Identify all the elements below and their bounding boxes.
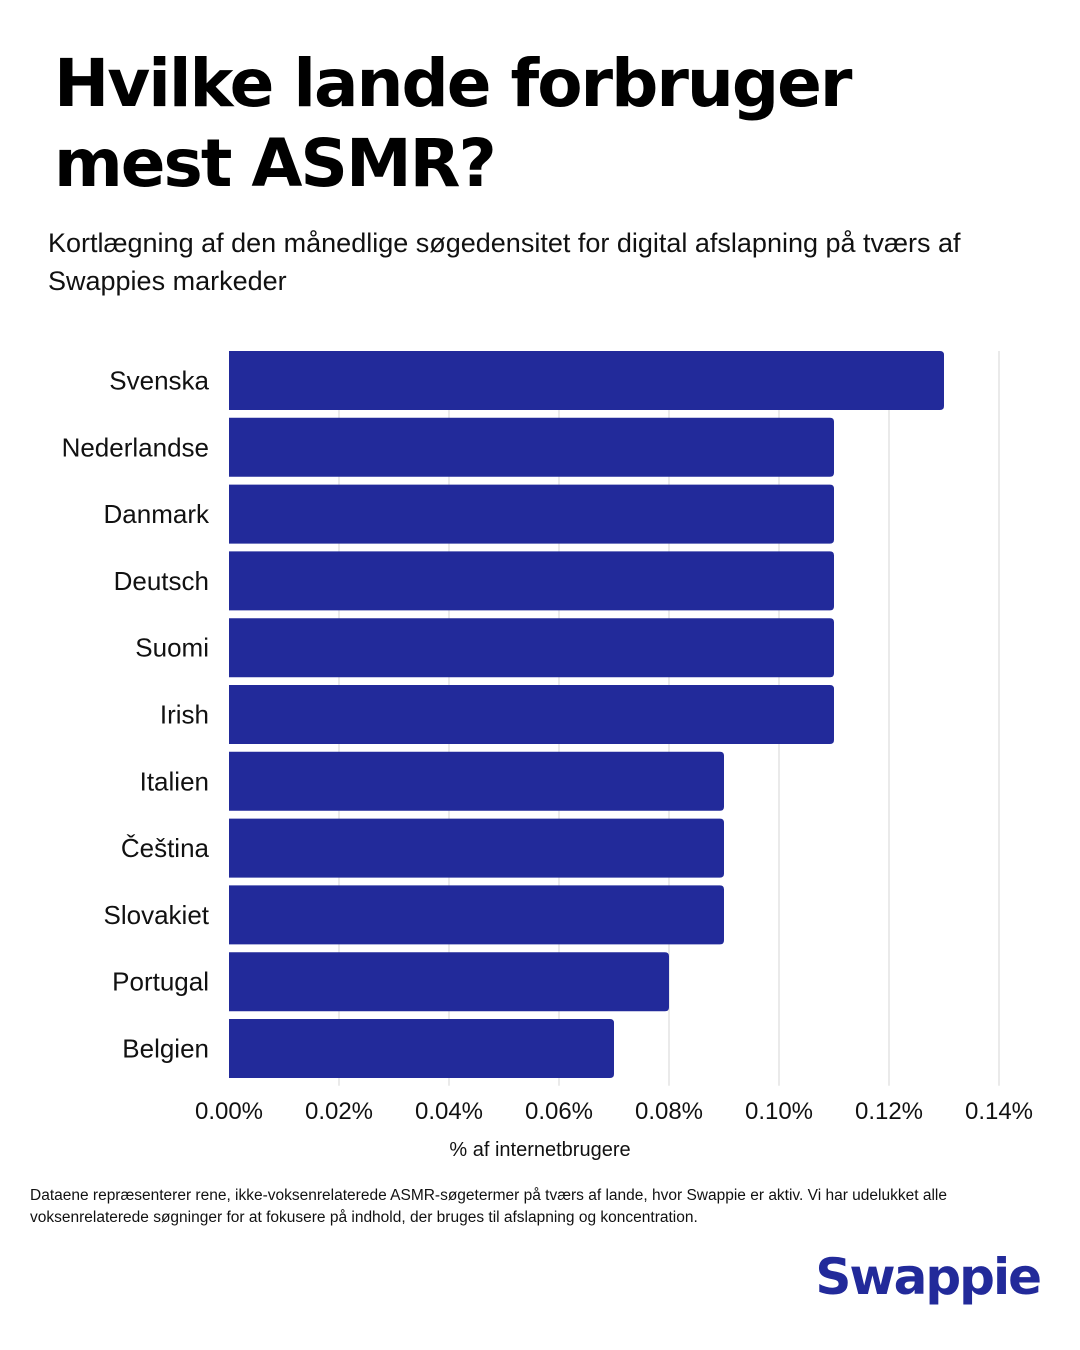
swappie-logo: Swappie (815, 1248, 1042, 1306)
x-tick-labels: 0.00% 0.02% 0.04% 0.06% 0.08% 0.10% 0.12% 0.14% (195, 1098, 1033, 1125)
bar (229, 751, 724, 811)
x-tick-label: 0.06% (525, 1098, 593, 1125)
category-label: Danmark (104, 499, 210, 529)
bar (229, 618, 834, 678)
category-label: Italien (140, 766, 209, 796)
chart-title: Hvilke lande forbruger mest ASMR? (54, 45, 852, 202)
bar (229, 685, 834, 744)
x-axis-title: % af internetbrugere (449, 1139, 630, 1161)
category-label: Belgien (122, 1034, 209, 1064)
x-tick-label: 0.00% (195, 1098, 263, 1125)
category-labels: Svenska Nederlandse Danmark Deutsch Suomi Iri… (62, 366, 210, 1064)
bar (229, 484, 834, 544)
bar (229, 351, 944, 410)
bar (229, 1019, 614, 1078)
category-label: Nederlandse (62, 432, 209, 462)
x-tick-label: 0.10% (745, 1098, 813, 1125)
category-label: Slovakiet (104, 900, 210, 930)
bar (229, 885, 724, 945)
footnote: Dataene repræsenterer rene, ikke-voksenr… (30, 1187, 947, 1226)
bars (229, 351, 944, 1078)
x-tick-label: 0.08% (635, 1098, 703, 1125)
category-label: Irish (160, 700, 209, 730)
x-tick-label: 0.02% (305, 1098, 373, 1125)
x-tick-label: 0.14% (965, 1098, 1033, 1125)
bar (229, 417, 834, 477)
chart-subtitle: Kortlægning af den månedlige søgedensite… (48, 228, 961, 296)
bar (229, 818, 724, 878)
category-label: Deutsch (114, 566, 209, 596)
x-tick-label: 0.12% (855, 1098, 923, 1125)
category-label: Suomi (135, 633, 209, 663)
category-label: Portugal (112, 967, 209, 997)
category-label: Čeština (121, 833, 210, 863)
bar-chart: Svenska Nederlandse Danmark Deutsch Suomi Iri… (62, 351, 1033, 1161)
bar (229, 551, 834, 611)
x-tick-label: 0.04% (415, 1098, 483, 1125)
category-label: Svenska (109, 366, 209, 396)
bar (229, 952, 669, 1012)
